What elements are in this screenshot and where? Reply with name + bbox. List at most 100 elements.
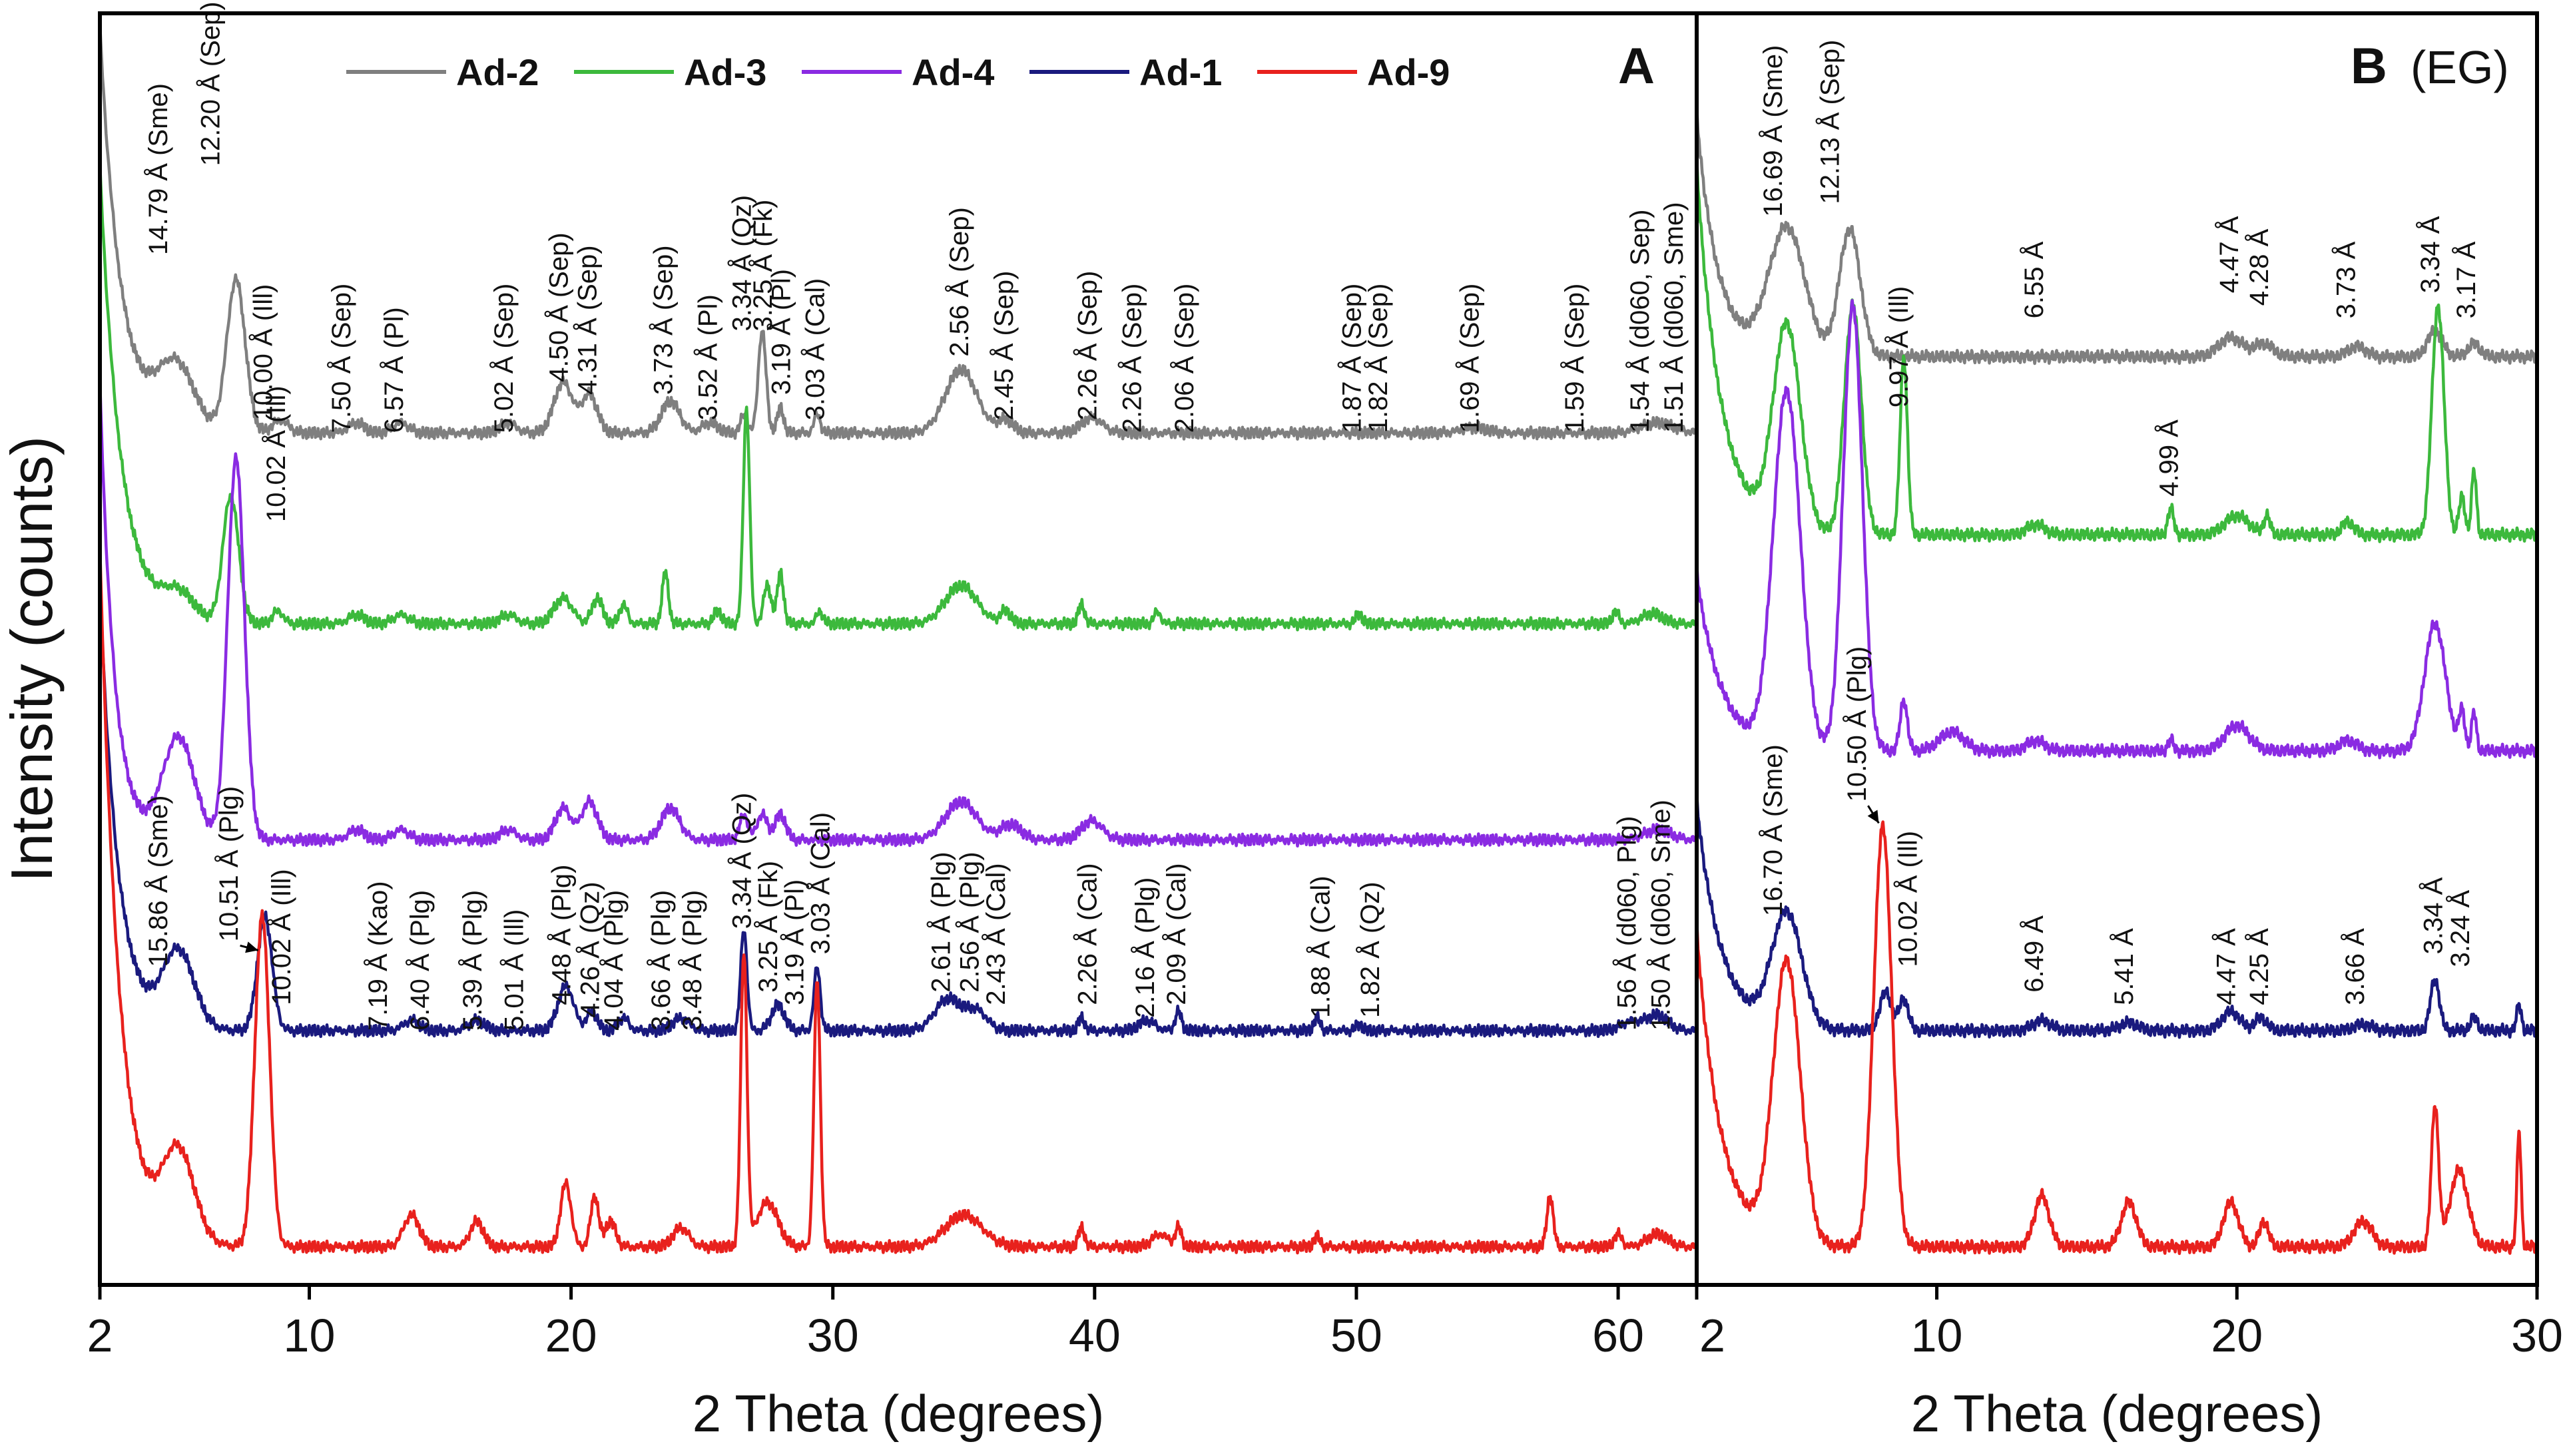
panel-b-peak-label-14: 5.41 Å [2109,928,2139,1005]
panel-a-peak-label-22: 1.59 Å (Sep) [1560,284,1589,433]
panel-a-series-ad-2 [98,21,1699,441]
panel-a-peak-label-37: 3.48 Å (Plg) [677,890,707,1031]
panel-a-peak-label-11: 3.25 Å (Fk) [748,200,778,332]
panel-b-tick-label-20: 20 [2211,1310,2263,1361]
panel-a: 14.79 Å (Sme) 12.20 Å (Sep) 10.00 Å (Ill) 7… [87,1,1699,1443]
panel-a-peak-label-49: 1.82 Å (Qz) [1355,881,1385,1018]
panel-a-peak-label-32: 5.01 Å (Ill) [499,909,529,1031]
panel-b-series-ad-2 [1695,110,2539,365]
panel-b-peak-arrowhead-11 [1867,810,1879,824]
panel-a-peak-label-13: 3.03 Å (Cal) [800,278,830,420]
y-axis-label: Intensity (counts) [0,436,65,882]
panel-a-label: A [1618,38,1655,95]
panel-a-peak-label-18: 2.06 Å (Sep) [1169,284,1199,433]
panel-a-series [98,21,1699,1255]
panel-b-peak-label-7: 3.73 Å [2331,241,2361,318]
panel-a-peak-label-3: 7.50 Å (Sep) [326,284,356,433]
panel-a-tick-label-10: 10 [284,1310,336,1361]
panel-a-peak-label-20: 1.82 Å (Sep) [1363,284,1393,433]
legend-label-ad-2: Ad-2 [456,51,539,93]
panel-b-series [1695,110,2539,1256]
panel-a-peak-label-1: 12.20 Å (Sep) [196,1,226,166]
panel-b-peak-label-10: 16.70 Å (Sme) [1758,744,1788,916]
panel-b-series-ad-4 [1695,299,2539,760]
panel-a-peak-label-48: 1.88 Å (Cal) [1305,875,1335,1017]
panel-a-peak-label-38: 3.34 Å (Qz) [727,793,757,929]
legend-label-ad-3: Ad-3 [684,51,766,93]
panel-a-peak-label-4: 6.57 Å (Pl) [379,307,409,433]
panel-a-peak-label-8: 3.73 Å (Sep) [649,245,679,395]
panel-b-annotations: 16.69 Å (Sme) 12.13 Å (Sep) 9.97 Å (Ill) 6.… [1758,40,2481,1005]
panel-a-peak-label-27: 10.51 Å (Plg) [214,786,244,941]
panel-a-x-axis-label: 2 Theta (degrees) [693,1384,1105,1443]
panel-a-peak-label-30: 6.40 Å (Plg) [405,890,435,1031]
panel-a-peak-label-50: 1.56 Å (d060, Plg) [1611,816,1641,1031]
panel-b-peak-label-3: 6.55 Å [2019,241,2049,318]
panel-b-x-axis-label: 2 Theta (degrees) [1911,1384,2323,1443]
panel-b-tick-label-30: 30 [2511,1310,2563,1361]
panel-a-peak-label-39: 3.25 Å (Fk) [753,861,783,993]
panel-a-peak-label-15: 2.45 Å (Sep) [989,271,1019,421]
panel-a-peak-label-24: 1.51 Å (d060, Sme) [1659,202,1689,433]
panel-b-x-ticks: 2 10 20 30 [1695,1285,2563,1361]
panel-a-peak-label-29: 7.19 Å (Kao) [363,881,393,1031]
panel-a-tick-label-50: 50 [1330,1310,1382,1361]
panel-b-peak-label-18: 3.34 Å [2418,877,2448,954]
panel-a-tick-label-40: 40 [1069,1310,1121,1361]
panel-a-series-ad-1 [98,581,1699,1039]
panel-a-peak-label-0: 14.79 Å (Sme) [143,83,173,255]
panel-a-peak-label-45: 2.26 Å (Cal) [1073,863,1103,1005]
panel-a-tick-label-20: 20 [545,1310,597,1361]
panel-a-peak-label-34: 4.26 Å (Qz) [575,881,605,1018]
panel-a-peak-label-47: 2.09 Å (Cal) [1161,863,1191,1005]
panel-a-peak-label-5: 5.02 Å (Sep) [489,284,519,433]
panel-a-peak-label-31: 5.39 Å (Plg) [457,890,487,1031]
panel-b-peak-label-16: 4.25 Å [2244,928,2274,1005]
panel-a-tick-label-30: 30 [807,1310,859,1361]
panel-b-frame [1695,11,2539,1287]
panel-a-peak-label-51: 1.50 Å (d060, Sme) [1645,800,1675,1031]
panel-a-peak-label-36: 3.66 Å (Plg) [646,890,676,1031]
panel-a-peak-label-28: 10.02 Å (Ill) [266,869,296,1005]
panel-b-peak-label-5: 4.47 Å [2214,216,2244,293]
panel-b-peak-label-2: 9.97 Å (Ill) [1884,286,1914,407]
panel-b-label: B (EG) [2351,38,2509,95]
panel-b-series-ad-1 [1695,796,2539,1039]
panel-b-peak-label-19: 3.24 Å [2445,890,2475,967]
panel-b-letter: B [2351,38,2387,95]
panel-b-series-ad-3 [1695,160,2539,543]
panel-a-peak-label-33: 4.48 Å (Plg) [546,865,576,1005]
panel-a-peak-label-6: 4.50 Å (Sep) [543,232,573,382]
panel-a-peak-label-43: 2.56 Å (Plg) [955,851,985,992]
panel-a-peak-label-12: 3.19 Å (Pl) [766,269,796,395]
panel-b-peak-label-17: 3.66 Å [2340,928,2370,1005]
panel-a-peak-label-26: 15.86 Å (Sme) [143,796,173,967]
panel-a-peak-label-10: 3.34 Å (Qz) [727,195,757,332]
legend-label-ad-4: Ad-4 [912,51,994,93]
panel-a-peak-label-16: 2.26 Å (Sep) [1073,271,1103,421]
panel-b-peak-label-13: 6.49 Å [2019,915,2049,993]
panel-a-peak-label-23: 1.54 Å (d060, Sep) [1625,210,1655,433]
panel-a-x-ticks: 2 10 20 30 40 50 60 [87,1285,1644,1361]
panel-a-series-ad-3 [98,160,1699,632]
panel-b-peak-label-9: 3.17 Å [2451,241,2481,318]
panel-a-peak-label-42: 2.61 Å (Plg) [926,851,956,992]
panel-a-peak-label-21: 1.69 Å (Sep) [1454,284,1484,433]
panel-b-peak-label-15: 4.47 Å [2211,928,2241,1005]
panel-b-peak-label-6: 4.28 Å [2244,228,2274,306]
panel-a-tick-label-60: 60 [1592,1310,1644,1361]
panel-a-annotations: 14.79 Å (Sme) 12.20 Å (Sep) 10.00 Å (Ill) 7… [143,1,1689,1031]
panel-a-series-ad-4 [98,377,1699,848]
panel-a-peak-label-9: 3.52 Å (Pl) [693,294,723,420]
panel-b-peak-label-12: 10.02 Å (Ill) [1893,831,1923,967]
legend: Ad-2 Ad-3 Ad-4 Ad-1 Ad-9 [346,51,1450,93]
panel-a-tick-label-2: 2 [87,1310,113,1361]
panel-b-tick-label-2: 2 [1699,1310,1725,1361]
panel-b-tick-label-10: 10 [1911,1310,1963,1361]
panel-b-peak-label-1: 12.13 Å (Sep) [1815,40,1845,204]
panel-a-peak-label-41: 3.03 Å (Cal) [806,812,836,954]
panel-b-suffix: (EG) [2411,41,2509,93]
panel-a-peak-label-35: 4.04 Å (Plg) [599,890,629,1031]
